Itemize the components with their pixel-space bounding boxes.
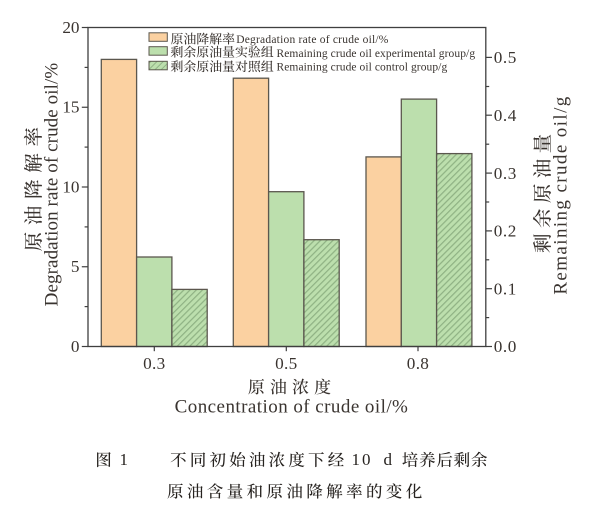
svg-text:5: 5 (71, 257, 80, 276)
svg-text:Remaining crude oil control gr: Remaining crude oil control group/g (277, 62, 448, 74)
svg-text:0.0: 0.0 (494, 337, 517, 356)
svg-text:10: 10 (352, 450, 373, 469)
svg-text:0.3: 0.3 (143, 354, 165, 373)
svg-text:0.4: 0.4 (494, 106, 517, 125)
svg-text:1: 1 (119, 450, 128, 469)
svg-text:15: 15 (62, 98, 79, 117)
svg-text:0.2: 0.2 (494, 222, 517, 241)
svg-text:0.5: 0.5 (494, 48, 517, 67)
svg-text:Degradation rate of crude oil/: Degradation rate of crude oil/% (42, 63, 63, 307)
svg-text:20: 20 (62, 18, 79, 37)
svg-text:d: d (383, 450, 392, 469)
svg-text:0.1: 0.1 (494, 279, 517, 298)
svg-text:Remaining crude oil/g: Remaining crude oil/g (551, 95, 572, 294)
svg-text:10: 10 (62, 177, 79, 196)
svg-text:0.5: 0.5 (275, 354, 297, 373)
svg-text:Degradation rate of crude oil/: Degradation rate of crude oil/% (236, 34, 389, 46)
svg-text:0.8: 0.8 (407, 354, 429, 373)
svg-text:Remaining crude oil experiment: Remaining crude oil experimental group/g (277, 48, 476, 60)
svg-text:0: 0 (71, 337, 80, 356)
svg-text:Concentration of crude oil/%: Concentration of crude oil/% (175, 396, 409, 417)
svg-text:0.3: 0.3 (494, 164, 517, 183)
